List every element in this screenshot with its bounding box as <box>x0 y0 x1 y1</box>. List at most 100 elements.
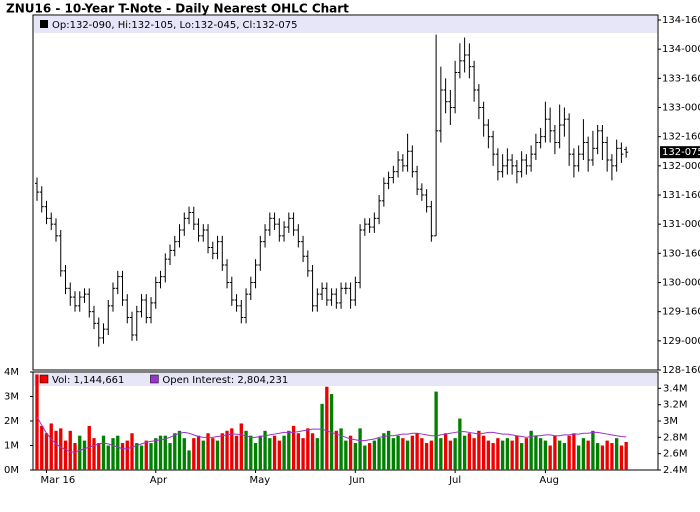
volume-bar <box>144 440 148 470</box>
volume-bar <box>120 443 125 470</box>
x-tick-label: Mar 16 <box>40 475 75 486</box>
volume-bar <box>505 438 510 470</box>
volume-bar <box>225 430 229 470</box>
legend-label: Open Interest: 2,804,231 <box>162 375 288 386</box>
y2-tick-label: 2.6M <box>663 449 688 460</box>
price-legend-swatch <box>40 20 48 28</box>
volume-bar <box>173 433 177 470</box>
volume-bar <box>548 445 552 470</box>
volume-bar <box>230 428 234 470</box>
volume-bar <box>201 440 205 470</box>
volume-bar <box>215 440 220 470</box>
volume-bar <box>268 438 272 470</box>
volume-bar <box>158 435 163 470</box>
volume-bar <box>154 438 158 470</box>
x-tick-label: Apr <box>150 475 168 486</box>
y2-tick-label: 3.4M <box>663 383 688 394</box>
volume-bar <box>196 435 201 470</box>
volume-bar <box>377 438 381 470</box>
y-tick-label: 132-000 <box>662 161 700 172</box>
volume-bar <box>63 440 68 470</box>
volume-bar <box>486 440 491 470</box>
volume-bar <box>111 438 115 470</box>
price-header <box>34 16 657 33</box>
volume-bar <box>415 433 419 470</box>
volume-bar <box>82 440 87 470</box>
volume-bar <box>553 435 557 470</box>
volume-bar <box>310 433 315 470</box>
volume-bar <box>40 425 44 470</box>
volume-bar <box>543 440 548 470</box>
volume-bar <box>515 435 519 470</box>
y-tick-label: 1M <box>4 441 19 452</box>
y-tick-label: 129-160 <box>662 307 700 318</box>
y-tick-label: 130-160 <box>662 248 700 259</box>
y-tick-label: 133-160 <box>662 73 700 84</box>
volume-bar <box>586 440 590 470</box>
volume-bar <box>358 428 362 470</box>
volume-bar <box>581 438 586 470</box>
volume-bar <box>44 433 49 470</box>
volume-bar <box>610 443 614 470</box>
volume-bar <box>49 423 53 470</box>
volume-bar <box>277 440 281 470</box>
volume-bar <box>448 440 453 470</box>
y-tick-label: 0M <box>4 465 19 476</box>
volume-bar <box>101 435 106 470</box>
last-price-box <box>660 146 700 159</box>
volume-bar <box>320 403 324 470</box>
volume-bar <box>73 443 77 470</box>
volume-bar <box>467 433 472 470</box>
x-tick-label: Jun <box>348 475 365 486</box>
y-tick-label: 130-000 <box>662 278 700 289</box>
volume-bar <box>348 435 353 470</box>
volume-bar <box>386 430 391 470</box>
volume-bar <box>149 443 153 470</box>
volume-bar <box>576 445 581 470</box>
volume-bar <box>87 425 91 470</box>
y-tick-label: 133-000 <box>662 103 700 114</box>
legend-label: Vol: 1,144,661 <box>52 375 124 386</box>
volume-bar <box>624 441 628 470</box>
y2-tick-label: 2.8M <box>663 432 688 443</box>
volume-bar <box>372 440 377 470</box>
volume-bar <box>363 445 367 470</box>
y-tick-label: 2M <box>4 416 19 427</box>
volume-bar <box>391 438 396 470</box>
y-tick-label: 132-160 <box>662 132 700 143</box>
volume-bar <box>296 433 300 470</box>
volume-bar <box>458 418 462 470</box>
volume-bar <box>339 428 343 470</box>
volume-bar <box>443 433 448 470</box>
volume-bar <box>234 435 239 470</box>
price-legend: Op:132-090, Hi:132-105, Lo:132-045, Cl:1… <box>52 20 297 31</box>
volume-bar <box>429 440 434 470</box>
volume-bar <box>54 430 58 470</box>
volume-bar <box>472 438 476 470</box>
volume-bar <box>401 438 405 470</box>
volume-bar <box>572 433 576 470</box>
volume-bar <box>244 430 248 470</box>
volume-bar <box>382 433 386 470</box>
volume-bar <box>116 435 120 470</box>
volume-bar <box>139 445 144 470</box>
volume-bar <box>168 443 172 470</box>
volume-bar <box>477 430 481 470</box>
volume-bar <box>396 435 400 470</box>
volume-bar <box>353 443 357 470</box>
volume-bar <box>538 438 543 470</box>
volume-bar <box>591 430 595 470</box>
volume-bar <box>78 435 82 470</box>
volume-bar <box>35 374 39 470</box>
volume-bar <box>287 430 291 470</box>
volume-bar <box>272 435 277 470</box>
volume-bar <box>106 445 110 470</box>
volume-bar <box>453 438 457 470</box>
y-tick-label: 134-000 <box>662 44 700 55</box>
volume-bar <box>125 440 129 470</box>
volume-bar <box>405 440 410 470</box>
volume-bar <box>462 435 467 470</box>
volume-bar <box>420 438 424 470</box>
volume-bar <box>434 391 438 470</box>
